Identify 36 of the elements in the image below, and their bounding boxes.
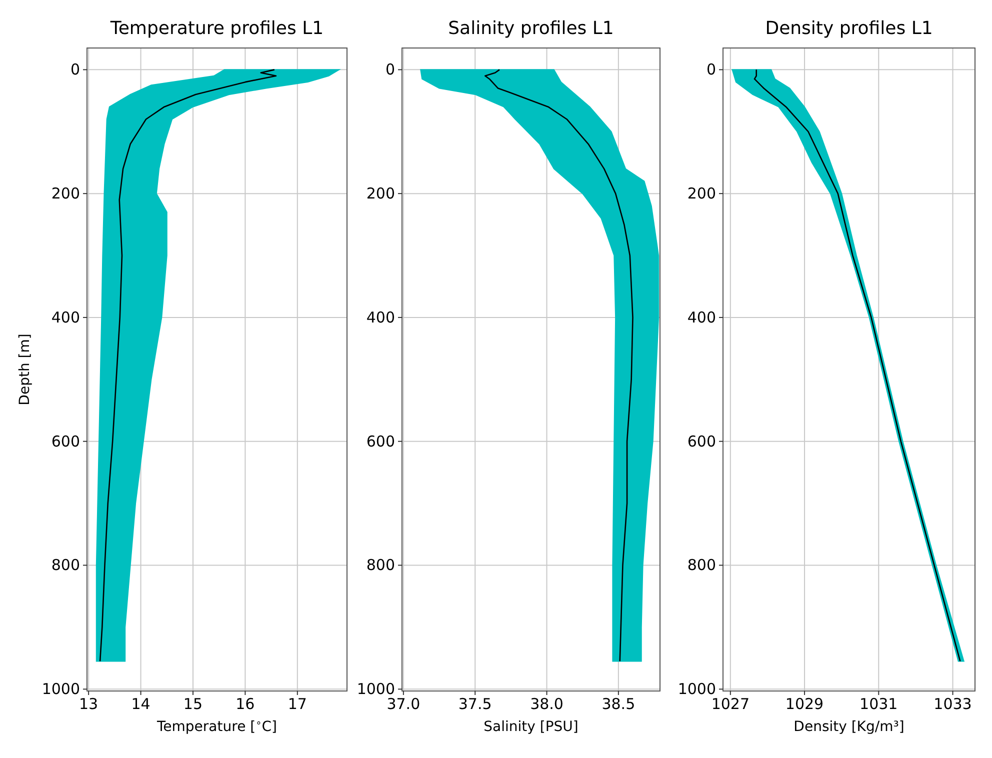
y-tick-label: 200: [687, 184, 716, 203]
x-tick-label: 16: [236, 695, 255, 713]
chart-title: Salinity profiles L1: [448, 18, 614, 39]
x-tick-label: 1033: [934, 695, 972, 713]
y-tick-label: 400: [51, 308, 80, 326]
y-tick-label: 200: [366, 184, 395, 203]
chart-title: Temperature profiles L1: [109, 18, 324, 39]
line-series: [99, 69, 277, 662]
x-tick-label: 37.5: [458, 695, 492, 713]
x-axis-title: Salinity [PSU]: [484, 719, 578, 735]
x-axis-title: Temperature [$^{∘}$C]: [156, 718, 277, 735]
y-tick-label: 600: [51, 432, 80, 450]
y-tick-label: 200: [51, 184, 80, 203]
y-tick-label: 800: [51, 556, 80, 574]
x-tick-label: 14: [131, 695, 150, 713]
y-tick-label: 400: [687, 308, 716, 326]
x-tick-label: 38.0: [530, 695, 564, 713]
y-axis-title: Depth [m]: [17, 334, 33, 406]
y-tick-label: 0: [70, 60, 80, 79]
y-tick-label: 600: [687, 432, 716, 450]
x-tick-label: 1029: [785, 695, 824, 713]
y-tick-label: 1000: [42, 680, 80, 698]
y-tick-label: 800: [687, 556, 716, 574]
x-tick-label: 17: [288, 695, 307, 713]
y-tick-label: 0: [385, 60, 395, 79]
y-tick-label: 0: [706, 60, 716, 79]
chart-title: Density profiles L1: [765, 18, 933, 39]
line-series: [484, 69, 634, 662]
y-tick-label: 600: [366, 432, 395, 450]
x-tick-label: 1031: [860, 695, 898, 713]
x-tick-label: 15: [183, 695, 203, 713]
y-tick-label: 400: [366, 308, 395, 326]
x-tick-label: 13: [79, 695, 98, 713]
x-axis-title: Density [Kg/m³]: [794, 719, 904, 735]
y-tick-label: 800: [366, 556, 395, 574]
x-tick-label: 38.5: [602, 695, 636, 713]
